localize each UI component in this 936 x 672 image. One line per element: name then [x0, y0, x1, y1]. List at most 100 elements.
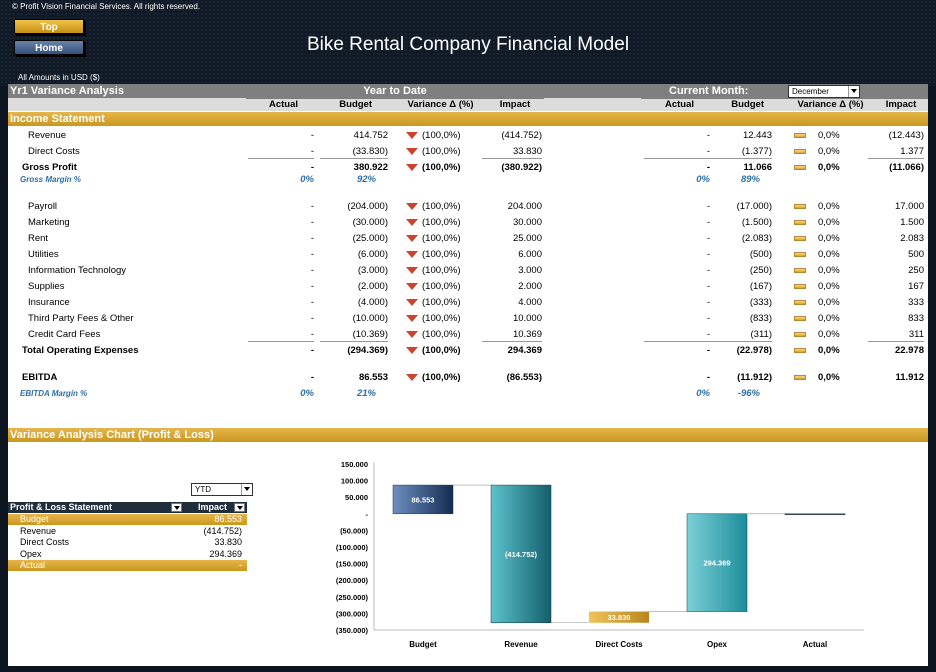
- col-ytd-impact: Impact: [499, 99, 531, 110]
- chevron-down-icon[interactable]: [848, 86, 859, 97]
- month-select[interactable]: December: [788, 85, 860, 98]
- row-label: Supplies: [28, 281, 65, 292]
- current-month-title: Current Month:: [669, 85, 749, 97]
- cell-ytd-impact: 4.000: [518, 297, 542, 308]
- cell-ytd-var: (100,0%): [422, 162, 461, 173]
- cell-cm-actual: -: [706, 146, 710, 157]
- cell-ytd-var: (100,0%): [422, 217, 461, 228]
- margin-cm-budget: 89%: [740, 174, 760, 185]
- pl-table-row: Opex 294.369: [8, 549, 247, 560]
- section-title: Yr1 Variance Analysis: [10, 85, 124, 97]
- flat-indicator-icon: [794, 252, 806, 257]
- ytd-title: Year to Date: [363, 85, 427, 97]
- bar-revenue: [490, 484, 552, 624]
- cell-ytd-actual: -: [310, 217, 314, 228]
- filter-dropdown-icon[interactable]: [171, 503, 182, 512]
- period-select[interactable]: YTD: [191, 483, 253, 496]
- col-cm-impact: Impact: [885, 99, 917, 110]
- y-tick-label: 50.000: [345, 493, 368, 502]
- x-tick-label: Opex: [707, 640, 728, 649]
- arrow-down-icon: [406, 203, 418, 210]
- col-cm-actual: Actual: [664, 99, 694, 110]
- arrow-down-icon: [406, 235, 418, 242]
- pl-table-row: Budget 86.553: [8, 514, 247, 525]
- row-separator: [708, 158, 772, 159]
- chevron-down-icon[interactable]: [241, 484, 252, 495]
- cell-ytd-actual: -: [310, 265, 314, 276]
- y-tick-label: (100.000): [336, 543, 369, 552]
- cell-cm-budget: (167): [749, 281, 772, 292]
- cell-ytd-var: (100,0%): [422, 297, 461, 308]
- cell-cm-budget: (22.978): [736, 345, 772, 356]
- cell-ytd-var: (100,0%): [422, 329, 461, 340]
- top-button[interactable]: Top: [14, 19, 84, 34]
- cell-ytd-budget: (3.000): [357, 265, 388, 276]
- cell-ytd-budget: (30.000): [352, 217, 388, 228]
- margin-cm-actual: 0%: [696, 174, 710, 185]
- cell-ytd-var: (100,0%): [422, 345, 461, 356]
- chart-section-band: Variance Analysis Chart (Profit & Loss): [8, 428, 928, 442]
- y-tick-label: 100.000: [341, 477, 368, 486]
- margin-cm-budget: -96%: [737, 388, 760, 399]
- margin-label: Gross Margin %: [20, 175, 81, 184]
- cm-title-underline: [641, 98, 928, 99]
- margin-ytd-budget: 92%: [356, 174, 376, 185]
- home-button[interactable]: Home: [14, 40, 84, 55]
- cell-cm-budget: (17.000): [736, 201, 772, 212]
- cell-ytd-impact: 10.000: [512, 313, 542, 324]
- cell-cm-impact: 17.000: [894, 201, 924, 212]
- cell-ytd-budget: (2.000): [357, 281, 388, 292]
- row-separator: [482, 341, 542, 342]
- flat-indicator-icon: [794, 375, 806, 380]
- pl-row-label: Revenue: [20, 525, 57, 536]
- variance-waterfall-chart: 150.000 100.000 50.000 - (50.000) (100.000) (1…: [336, 460, 864, 649]
- x-tick-label: Direct Costs: [595, 640, 643, 649]
- row-label: Payroll: [28, 201, 58, 212]
- y-tick-label: (300.000): [336, 609, 369, 618]
- pl-row-value: 86.553: [214, 514, 242, 524]
- copyright-text: © Profit Vision Financial Services. All …: [12, 2, 201, 11]
- cell-cm-var: 0,0%: [818, 313, 840, 324]
- cell-cm-impact: (11.066): [889, 162, 924, 173]
- cell-cm-var: 0,0%: [818, 329, 840, 340]
- cell-cm-impact: (12.443): [888, 130, 924, 141]
- bar-direct-costs: [589, 611, 649, 623]
- cell-cm-var: 0,0%: [818, 249, 840, 260]
- cell-cm-actual: -: [706, 130, 710, 141]
- cell-cm-var: 0,0%: [818, 217, 840, 228]
- row-label: Total Operating Expenses: [22, 345, 139, 356]
- cell-ytd-actual: -: [310, 297, 314, 308]
- y-tick-label: -: [366, 510, 369, 519]
- cell-ytd-budget: 414.752: [353, 130, 388, 141]
- data-label: 86.553: [412, 495, 435, 504]
- cell-cm-var: 0,0%: [818, 372, 840, 383]
- cell-cm-budget: (1.500): [741, 217, 772, 228]
- cell-cm-budget: (1.377): [741, 146, 772, 157]
- cell-ytd-budget: (6.000): [357, 249, 388, 260]
- flat-indicator-icon: [794, 149, 806, 154]
- cell-ytd-impact: (86.553): [506, 372, 542, 383]
- cell-ytd-impact: 6.000: [518, 249, 542, 260]
- cell-cm-impact: 1.377: [900, 146, 924, 157]
- cell-cm-actual: -: [706, 201, 710, 212]
- flat-indicator-icon: [794, 316, 806, 321]
- cell-cm-budget: (250): [749, 265, 772, 276]
- cell-cm-actual: -: [706, 345, 710, 356]
- cell-cm-impact: 311: [908, 329, 924, 340]
- cell-cm-actual: -: [706, 249, 710, 260]
- col-ytd-variance: Variance Δ (%): [407, 99, 474, 110]
- cell-ytd-actual: -: [310, 130, 314, 141]
- cell-ytd-var: (100,0%): [422, 281, 461, 292]
- cell-ytd-budget: 380.922: [353, 162, 388, 173]
- cell-cm-budget: (11.912): [737, 372, 772, 383]
- bar-opex: [686, 513, 748, 612]
- cell-cm-var: 0,0%: [818, 297, 840, 308]
- cell-cm-budget: (2.083): [741, 233, 772, 244]
- cell-ytd-var: (100,0%): [422, 233, 461, 244]
- filter-dropdown-icon[interactable]: [234, 503, 245, 512]
- cell-cm-impact: 1.500: [900, 217, 924, 228]
- variance-sheet: Yr1 Variance Analysis Year to Date Curre…: [8, 84, 928, 666]
- cell-ytd-var: (100,0%): [422, 313, 461, 324]
- col-ytd-budget: Budget: [339, 99, 372, 110]
- cell-ytd-actual: -: [310, 372, 314, 383]
